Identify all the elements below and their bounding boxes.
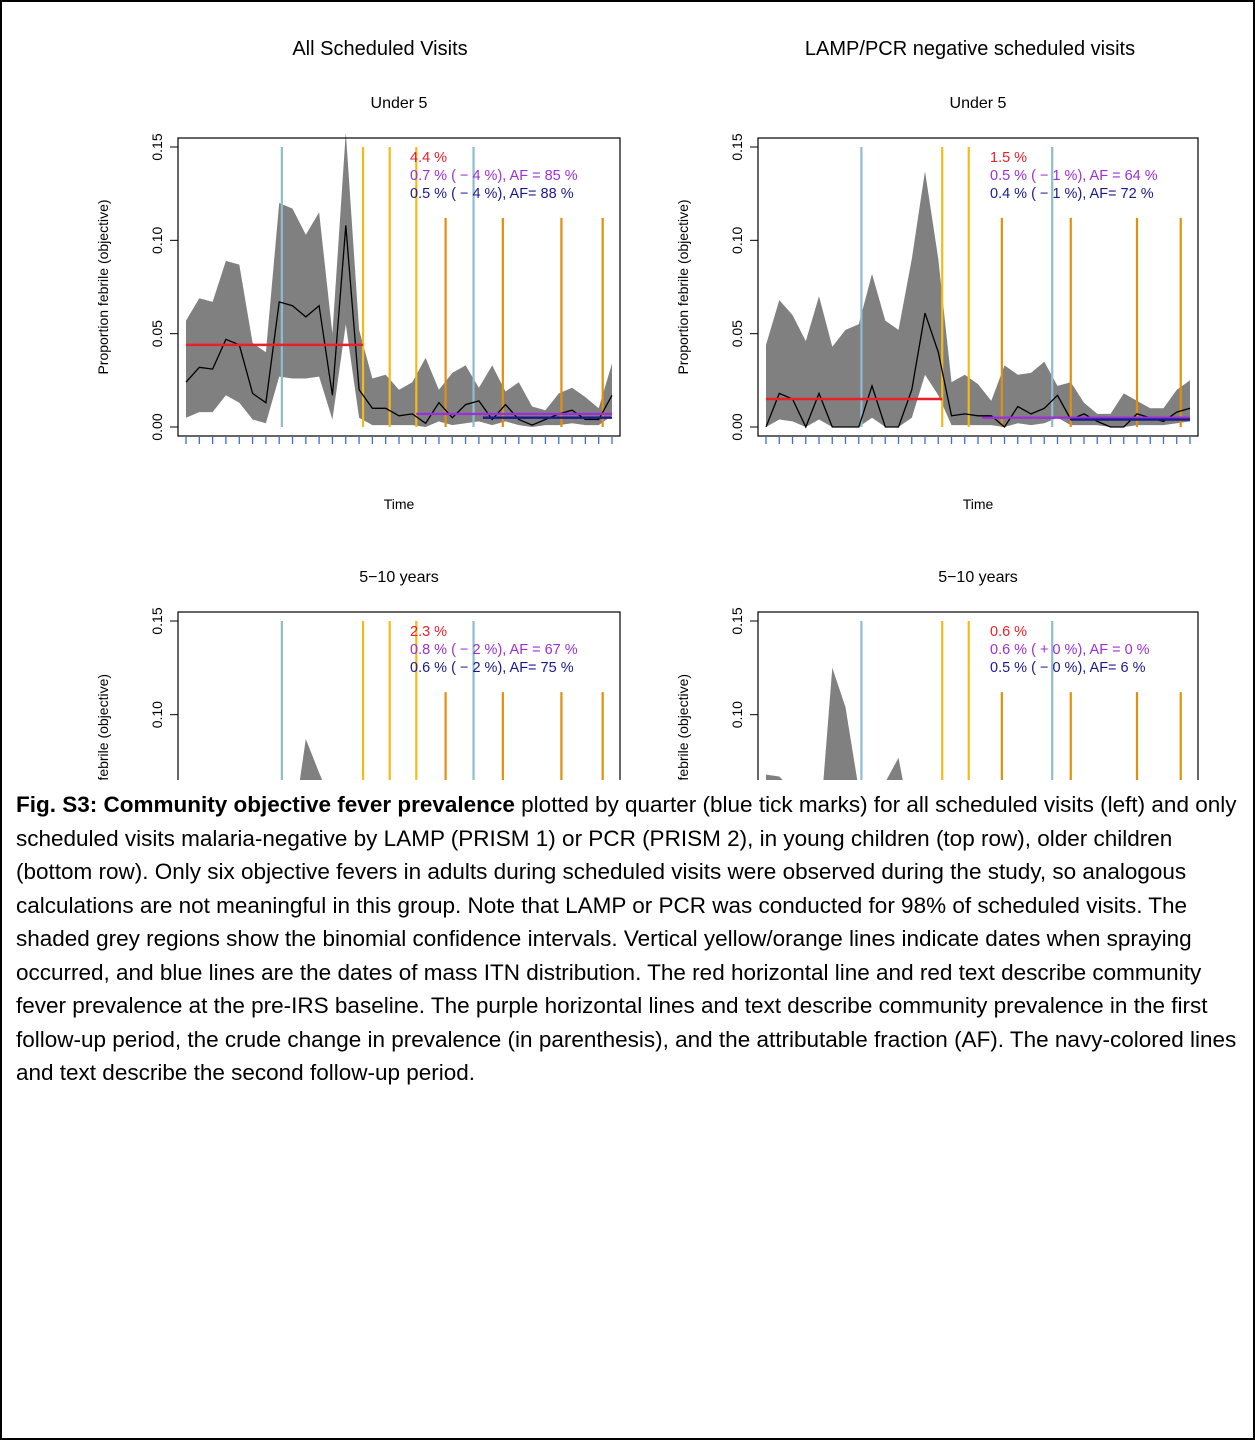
confidence-band bbox=[766, 171, 1190, 427]
baseline-annotation: 2.3 % bbox=[410, 624, 447, 640]
plot-grid: Under 5 0.00 0.05 0.10 0.15 Proportion febril… bbox=[95, 95, 1199, 780]
prevalence-line bbox=[765, 312, 1191, 429]
followup1-annotation: 0.5 % ( − 1 %), AF = 64 % bbox=[990, 168, 1158, 184]
y-tick-label: 0.10 bbox=[149, 701, 165, 728]
y-tick-label: 0.10 bbox=[149, 226, 165, 253]
chart-panel-2: Under 5 0.00 0.05 0.10 0.15 Proportion febril… bbox=[675, 95, 1199, 512]
followup1-annotation: 0.6 % ( + 0 %), AF = 0 % bbox=[990, 642, 1150, 658]
y-tick-label: 0.15 bbox=[149, 133, 165, 160]
y-tick-label: 0.10 bbox=[729, 226, 745, 253]
y-tick-label: 0.05 bbox=[729, 320, 745, 347]
y-tick-label: 0.05 bbox=[149, 320, 165, 347]
plot-frame bbox=[757, 611, 1199, 780]
x-axis-label: Time bbox=[963, 496, 994, 512]
panel-title: 5−10 years bbox=[938, 569, 1018, 586]
caption-text: plotted by quarter (blue tick marks) for… bbox=[16, 792, 1237, 1085]
panel-title: 5−10 years bbox=[359, 569, 439, 586]
y-axis-label: Proportion febrile (objective) bbox=[675, 674, 691, 780]
column-title-left: All Scheduled Visits bbox=[292, 38, 468, 60]
followup1-annotation: 0.8 % ( − 2 %), AF = 67 % bbox=[410, 642, 578, 658]
followup2-annotation: 0.5 % ( − 0 %), AF= 6 % bbox=[990, 660, 1146, 676]
confidence-band bbox=[766, 667, 903, 780]
y-axis-label: Proportion febrile (objective) bbox=[675, 199, 691, 374]
followup2-annotation: 0.4 % ( − 1 %), AF= 72 % bbox=[990, 186, 1154, 202]
confidence-band bbox=[186, 132, 612, 427]
caption-bold: Fig. S3: Community objective fever preva… bbox=[16, 792, 515, 817]
column-title-right: LAMP/PCR negative scheduled visits bbox=[804, 38, 1136, 60]
y-tick-label: 0.15 bbox=[729, 133, 745, 160]
y-tick-label: 0.15 bbox=[729, 607, 745, 634]
x-axis-label: Time bbox=[384, 496, 415, 512]
y-tick-label: 0.10 bbox=[729, 701, 745, 728]
y-axis-label: Proportion febrile (objective) bbox=[95, 199, 111, 374]
y-tick-label: 0.00 bbox=[729, 413, 745, 440]
y-tick-label: 0.15 bbox=[149, 607, 165, 634]
prevalence-line bbox=[185, 225, 613, 426]
followup1-annotation: 0.7 % ( − 4 %), AF = 85 % bbox=[410, 168, 578, 184]
y-tick-label: 0.00 bbox=[149, 413, 165, 440]
figure-caption: Fig. S3: Community objective fever preva… bbox=[16, 788, 1240, 1090]
chart-panel-1: Under 5 0.00 0.05 0.10 0.15 Proportion febril… bbox=[95, 95, 621, 512]
y-axis-label: Proportion febrile (objective) bbox=[95, 674, 111, 780]
panel-title: Under 5 bbox=[950, 95, 1007, 112]
baseline-annotation: 1.5 % bbox=[990, 150, 1027, 166]
followup2-annotation: 0.5 % ( − 4 %), AF= 88 % bbox=[410, 186, 574, 202]
plot-frame bbox=[177, 611, 621, 780]
baseline-annotation: 4.4 % bbox=[410, 150, 447, 166]
confidence-band bbox=[299, 739, 323, 780]
baseline-annotation: 0.6 % bbox=[990, 624, 1027, 640]
panel-title: Under 5 bbox=[371, 95, 428, 112]
followup2-annotation: 0.6 % ( − 2 %), AF= 75 % bbox=[410, 660, 574, 676]
